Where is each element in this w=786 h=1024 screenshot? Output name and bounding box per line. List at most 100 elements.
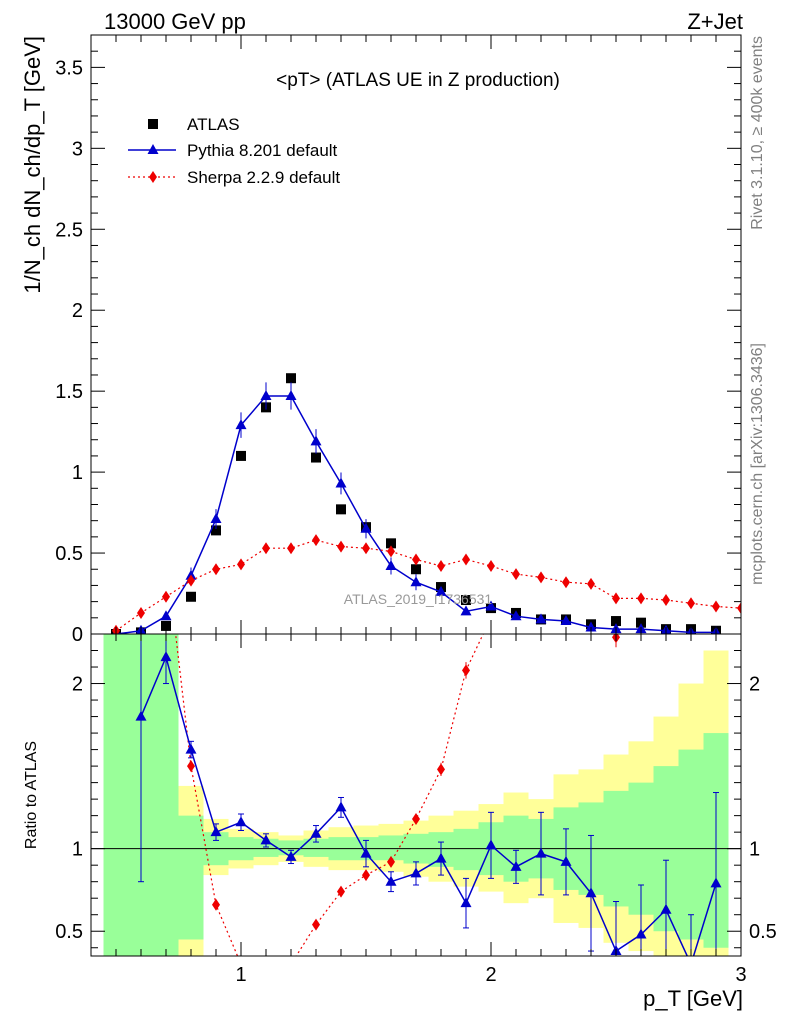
atlas-point [336,504,346,515]
stat-band-bin [303,838,329,857]
x-axis-label: p_T [GeV] [643,986,743,1011]
atlas-point [386,538,396,549]
main-ytick-label: 0.5 [55,543,83,565]
ratio-sherpa-point [662,512,670,524]
ratio-pythia-point [185,743,197,754]
sherpa-point [362,542,370,555]
atlas-point [286,373,296,384]
atlas-point [611,616,621,627]
sherpa-point [512,568,520,581]
stat-band-bin [178,815,204,940]
pythia-point [210,513,222,524]
ratio-pythia-point [560,855,572,866]
header-left: 13000 GeV pp [104,9,246,34]
ratio-pythia-point [585,887,597,898]
ratio-ytick-label: 1 [72,839,83,861]
stat-band-bin [253,838,279,857]
ratio-sherpa-point [387,855,395,868]
atlas-point [186,591,196,602]
atlas-point [161,620,171,631]
ratio-sherpa-point [537,512,545,524]
ratio-pythia-point [235,816,247,827]
ratio-pythia-point [635,928,647,939]
ratio-sherpa-point [562,479,570,491]
ratio-pythia-point [485,839,497,850]
pythia-point [160,610,172,621]
main-ytick-label: 1 [72,462,83,484]
pythia-point [535,613,547,624]
rivet-label: Rivet 3.1.10, ≥ 400k events [749,36,766,230]
pythia-point [285,390,297,401]
ratio-ytick-label: 2 [72,674,83,696]
watermark: ATLAS_2019_I1736531 [344,591,493,607]
ratio-pythia-point [210,826,222,837]
stat-band-bin [678,749,704,940]
atlas-point [461,595,471,606]
main-ytick-label: 0 [72,624,83,646]
ratio-ytick-label-right: 0.5 [749,921,777,943]
sherpa-point [137,606,145,619]
main-ylabel: 1/N_ch dN_ch/dp_T [GeV] [20,36,45,294]
ratio-sherpa-line [175,634,618,956]
ratio-sherpa-point [462,664,470,677]
sherpa-point [487,560,495,573]
sherpa-point [387,545,395,558]
ratio-sherpa-point [687,479,695,491]
sherpa-point [612,592,620,605]
legend-label: ATLAS [187,115,240,134]
legend-atlas-marker [148,119,158,129]
legend-label: Sherpa 2.2.9 default [187,168,340,187]
ratio-xtick-label: 2 [485,964,496,986]
sherpa-point [187,574,195,587]
main-panel: 0 0.5 1 1.5 2 2.5 3 3.5 <pT> (ATLAS UE in Z pro… [20,34,742,646]
header-right: Z+Jet [687,9,743,34]
sherpa-point [212,563,220,576]
atlas-point [236,450,246,461]
sherpa-point [287,542,295,555]
ratio-pythia-point [310,827,322,838]
ratio-sherpa-point [437,763,445,776]
ratio-pythia-point [160,651,172,662]
atlas-point [311,452,321,463]
stat-band-bin [103,634,129,956]
ratio-sherpa-point [362,869,370,882]
atlas-point [636,617,646,628]
pythia-point [585,621,597,632]
main-ytick-label: 3 [72,138,83,160]
sherpa-point [237,558,245,571]
ratio-pythia-point [360,847,372,858]
pythia-point [560,615,572,626]
ratio-pythia-point [135,710,147,721]
sherpa-point [412,553,420,566]
pythia-point [235,419,247,430]
sherpa-point [562,576,570,589]
sherpa-point [662,594,670,607]
sherpa-point [587,577,595,590]
sherpa-point [437,560,445,573]
pythia-point [260,390,272,401]
ratio-sherpa-point [262,983,270,995]
pythia-point [335,477,347,488]
ratio-sherpa-point [412,812,420,825]
main-ytick-label: 1.5 [55,381,83,403]
sherpa-point [262,542,270,555]
ratio-pythia-point [335,801,347,812]
main-ytick-label: 2.5 [55,219,83,241]
ratio-sherpa-point [512,545,520,557]
legend-label: Pythia 8.201 default [187,141,338,160]
ratio-ytick-label-right: 1 [749,839,760,861]
ratio-pythia-point [686,958,697,968]
ratio-pythia-point [260,834,272,845]
ratio-pythia-point [510,860,522,871]
main-ytick-label: 2 [72,300,83,322]
sherpa-point [337,540,345,553]
pythia-point [510,610,522,621]
ratio-ylabel: Ratio to ATLAS [23,741,40,849]
atlas-point [411,564,421,575]
atlas-point [211,525,221,536]
ratio-sherpa-point [712,430,720,442]
ratio-pythia-point [435,852,447,863]
ratio-xtick-label: 3 [735,964,746,986]
pythia-point [360,522,372,533]
ratio-pythia-point [660,903,672,914]
